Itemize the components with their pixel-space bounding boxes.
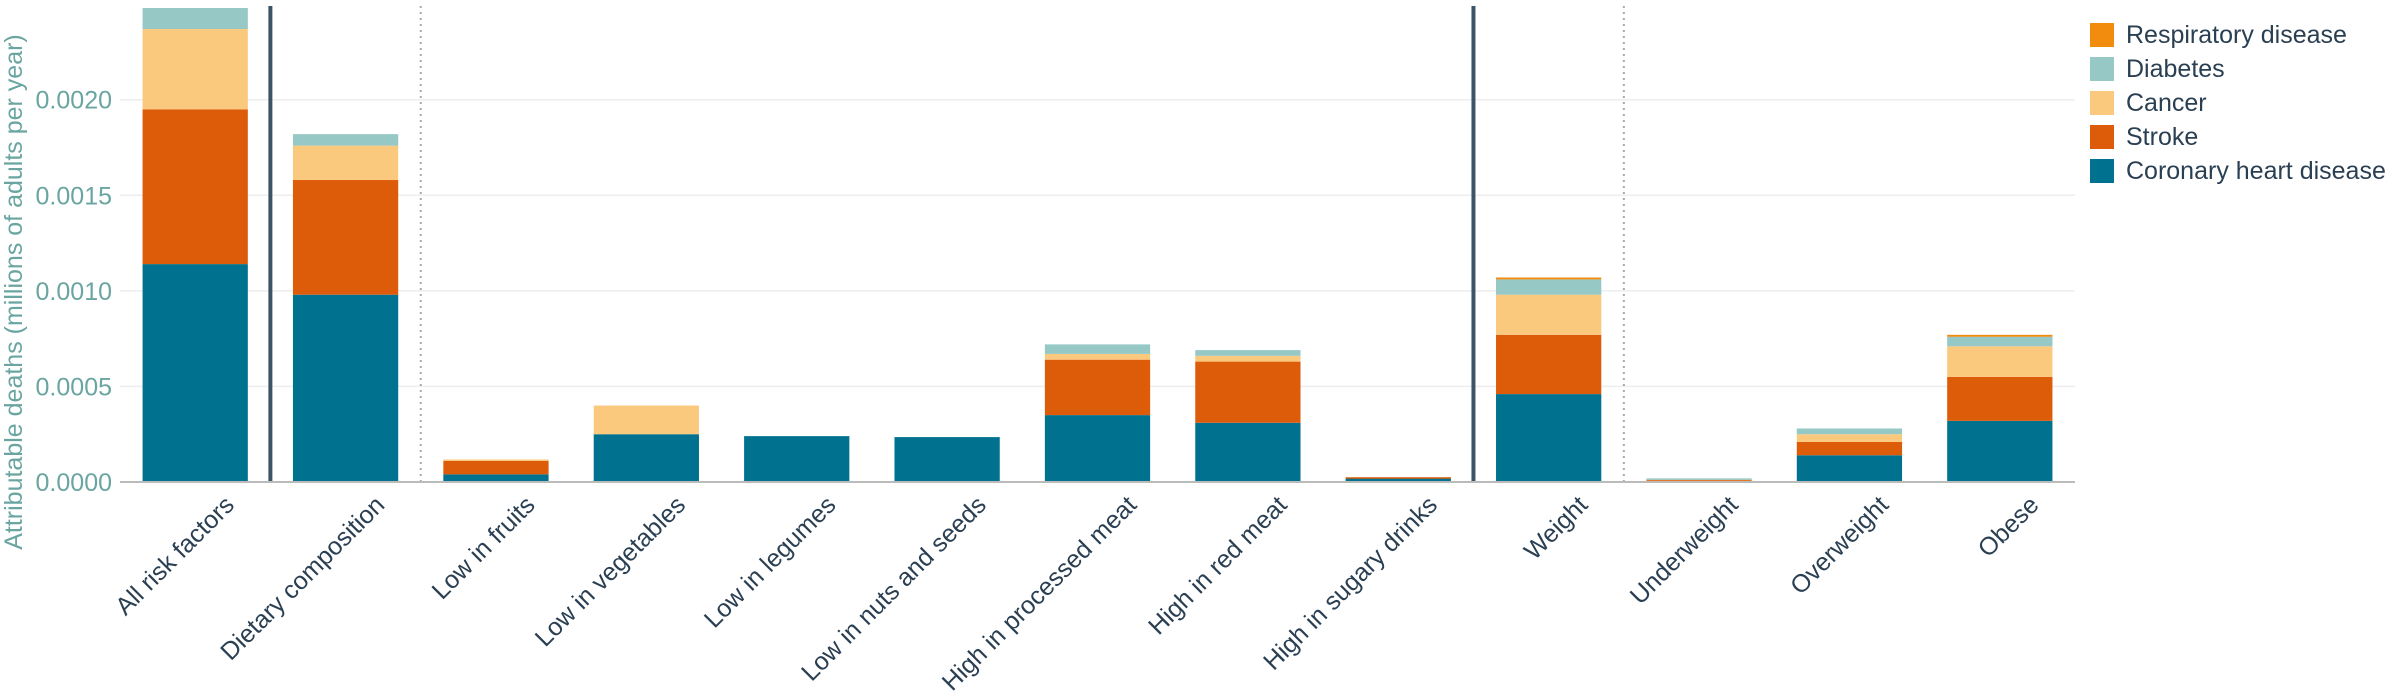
bar-segment-diabetes <box>1646 478 1752 480</box>
bar-stack <box>593 405 699 482</box>
bar-segment-stroke <box>1345 477 1451 479</box>
bar-segment-stroke <box>443 460 549 475</box>
bar-segment-coronary-heart-disease <box>443 474 549 482</box>
x-tick-label: High in sugary drinks <box>1258 491 1443 676</box>
legend-swatch <box>2090 91 2114 115</box>
legend: Respiratory disease Diabetes Cancer Stroke C… <box>2090 18 2386 188</box>
bar-segment-coronary-heart-disease <box>1947 420 2053 482</box>
x-tick-label: Obese <box>1973 491 2045 563</box>
bar-segment-diabetes <box>1044 344 1151 354</box>
legend-label: Cancer <box>2126 88 2207 117</box>
group-separators <box>268 6 1625 482</box>
bar-segment-coronary-heart-disease <box>744 436 850 482</box>
bar-segment-stroke <box>1496 334 1602 395</box>
bar-segment-cancer <box>292 145 399 181</box>
bar-segment-diabetes <box>1947 336 2053 347</box>
bar-stack <box>1496 277 1602 482</box>
bar-stack <box>894 437 1000 482</box>
bar-segment-coronary-heart-disease <box>1796 455 1903 482</box>
x-tick-label: Overweight <box>1785 491 1894 600</box>
y-tick-label: 0.0020 <box>36 87 112 115</box>
bar-segment-coronary-heart-disease <box>894 437 1000 482</box>
legend-item[interactable]: Cancer <box>2090 86 2386 120</box>
grid-lines <box>120 98 2075 388</box>
bar-segment-respiratory-disease <box>1496 277 1602 280</box>
y-axis-ticks: 0.0000 0.0005 0.0010 0.0015 0.0020 <box>36 87 112 497</box>
y-tick-label: 0.0010 <box>36 278 112 306</box>
bar-segment-cancer <box>1044 353 1151 360</box>
bar-stack <box>142 8 248 482</box>
bar-segment-cancer <box>1496 294 1602 335</box>
y-axis-label: Attributable deaths (millions of adults … <box>0 34 28 550</box>
bar-stack <box>443 459 549 482</box>
bars <box>142 8 2053 483</box>
bar-segment-stroke <box>1947 376 2053 421</box>
y-tick-label: 0.0015 <box>36 182 112 210</box>
legend-item[interactable]: Diabetes <box>2090 52 2386 86</box>
bar-segment-diabetes <box>142 8 248 30</box>
x-tick-label: High in red meat <box>1143 491 1293 641</box>
legend-swatch <box>2090 57 2114 81</box>
y-tick-label: 0.0005 <box>36 373 112 401</box>
x-tick-label: Dietary composition <box>215 491 390 666</box>
bar-segment-cancer <box>593 405 699 435</box>
legend-swatch <box>2090 159 2114 183</box>
x-tick-label: Weight <box>1519 491 1594 566</box>
legend-item[interactable]: Coronary heart disease <box>2090 154 2386 188</box>
bar-segment-cancer <box>443 459 549 461</box>
bar-stack <box>1345 477 1451 482</box>
x-tick-label: Low in legumes <box>699 491 842 634</box>
x-tick-label: Low in fruits <box>427 491 541 605</box>
bar-segment-coronary-heart-disease <box>1496 394 1602 482</box>
x-tick-label: Low in vegetables <box>530 491 691 652</box>
bar-segment-stroke <box>292 180 399 295</box>
bar-stack <box>292 134 399 482</box>
bar-segment-cancer <box>1195 355 1301 362</box>
legend-item[interactable]: Stroke <box>2090 120 2386 154</box>
bar-segment-coronary-heart-disease <box>292 294 399 482</box>
bar-segment-stroke <box>1195 361 1301 423</box>
bar-segment-stroke <box>1646 479 1752 482</box>
bar-segment-cancer <box>142 29 248 110</box>
legend-label: Diabetes <box>2126 54 2225 83</box>
bar-segment-coronary-heart-disease <box>1044 415 1151 482</box>
legend-swatch <box>2090 23 2114 47</box>
bar-segment-coronary-heart-disease <box>1195 422 1301 482</box>
bar-segment-stroke <box>1796 441 1903 456</box>
bar-stack <box>1044 344 1151 482</box>
bar-segment-diabetes <box>1796 428 1903 435</box>
bar-segment-cancer <box>1796 434 1903 442</box>
bar-segment-diabetes <box>292 134 399 146</box>
bar-segment-cancer <box>1947 346 2053 377</box>
bar-stack <box>1796 428 1903 482</box>
x-tick-label: All risk factors <box>110 491 240 621</box>
x-tick-label: Underweight <box>1625 491 1744 610</box>
legend-label: Stroke <box>2126 122 2199 151</box>
legend-label: Respiratory disease <box>2126 20 2347 49</box>
bar-segment-coronary-heart-disease <box>1345 478 1451 482</box>
bar-segment-diabetes <box>1195 350 1301 356</box>
legend-item[interactable]: Respiratory disease <box>2090 18 2386 52</box>
legend-label: Coronary heart disease <box>2126 156 2386 185</box>
bar-stack <box>1947 334 2053 482</box>
bar-segment-respiratory-disease <box>1947 334 2053 337</box>
y-tick-label: 0.0000 <box>36 469 112 497</box>
bar-segment-diabetes <box>1496 279 1602 295</box>
bar-segment-stroke <box>1044 359 1151 416</box>
bar-segment-coronary-heart-disease <box>593 434 699 482</box>
bar-segment-coronary-heart-disease <box>142 264 248 482</box>
bar-stack <box>1195 350 1301 482</box>
bar-stack <box>744 436 850 482</box>
legend-swatch <box>2090 125 2114 149</box>
bar-segment-stroke <box>142 109 248 265</box>
